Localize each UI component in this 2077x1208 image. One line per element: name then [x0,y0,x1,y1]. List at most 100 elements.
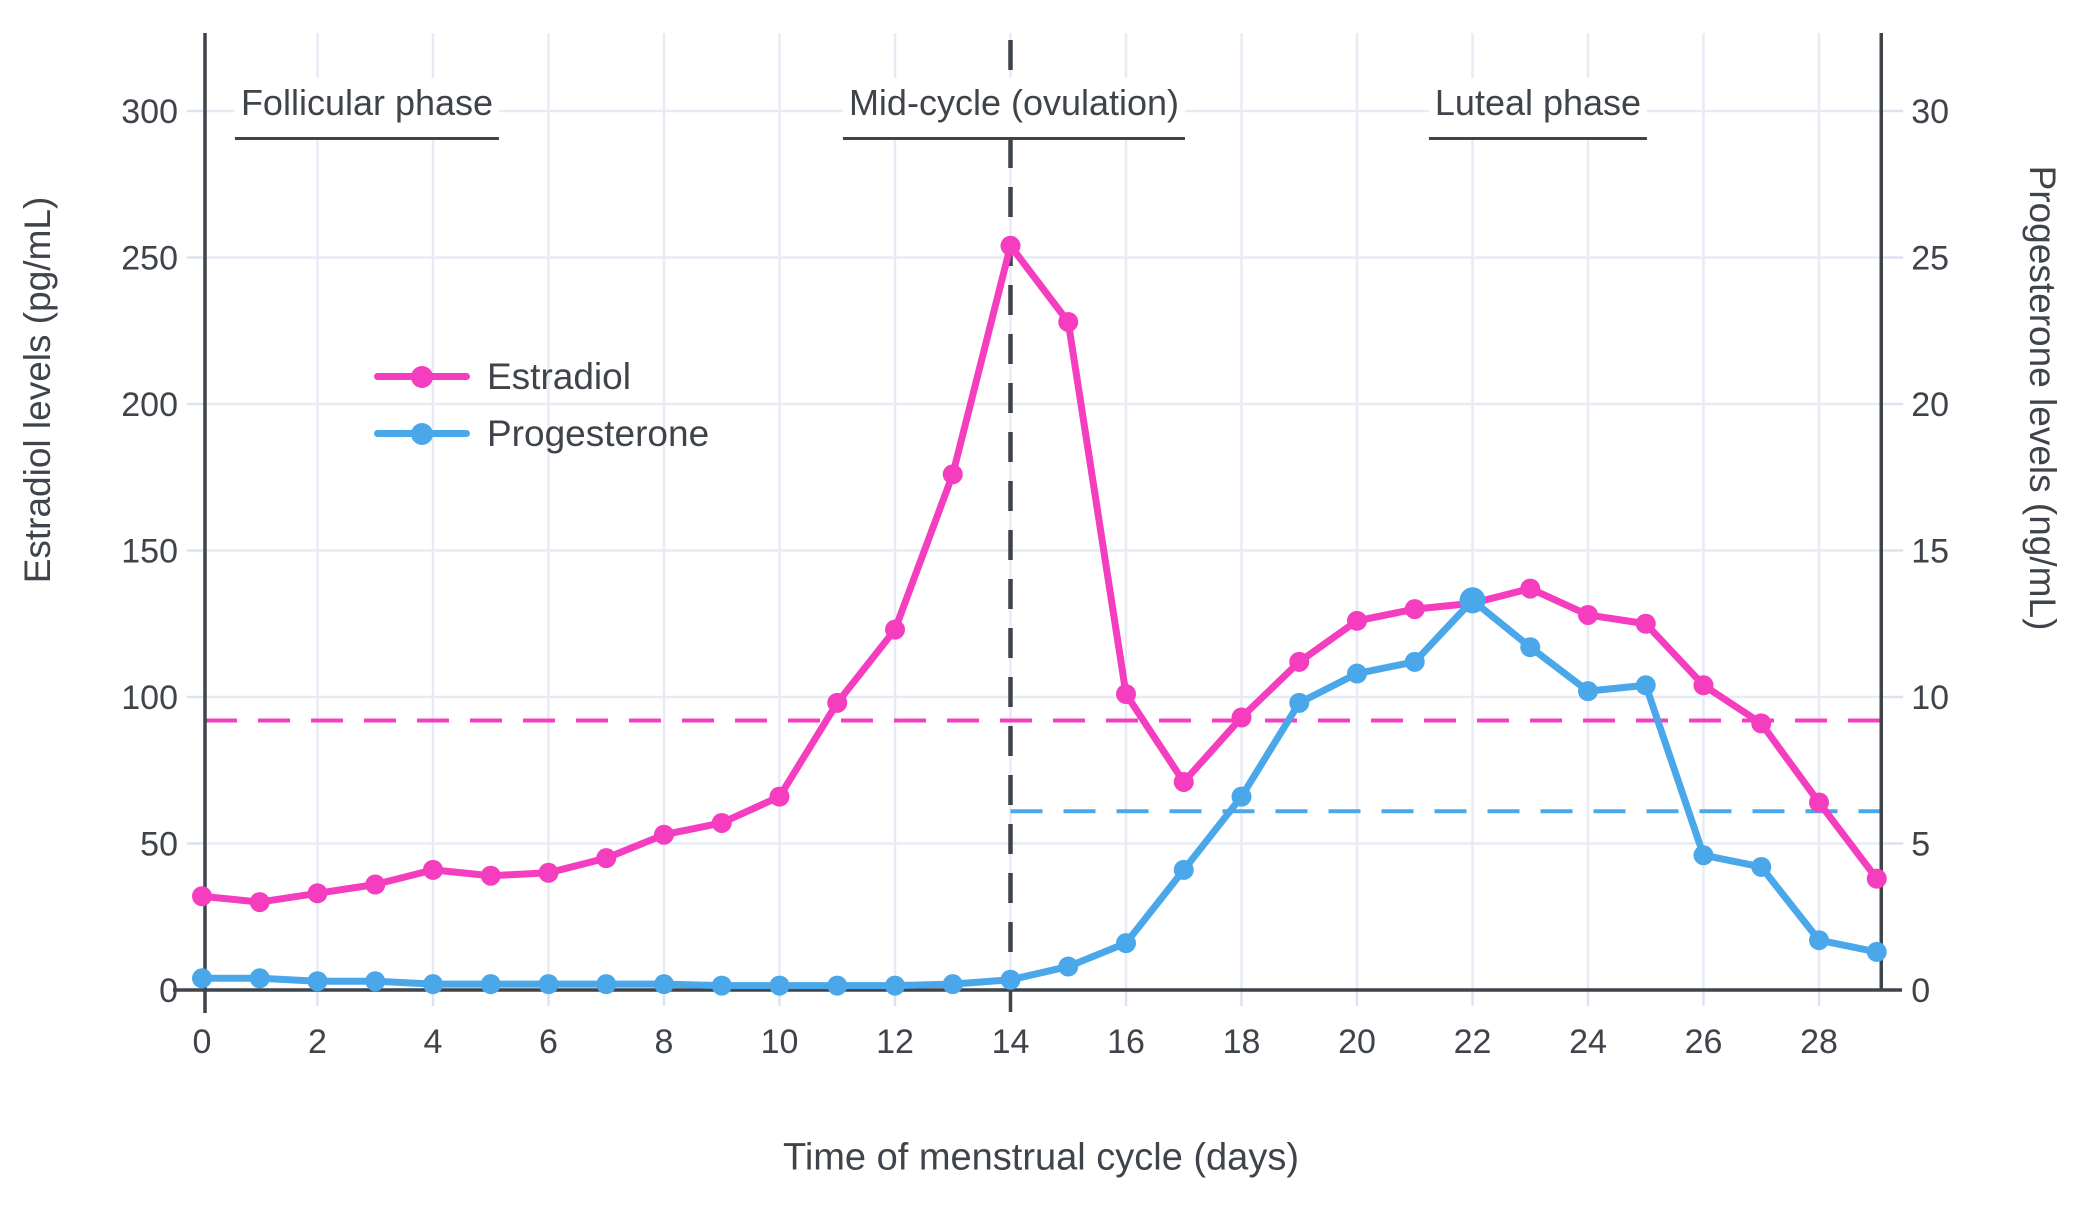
estradiol-point [1866,868,1887,889]
right-tick-label: 20 [1911,386,1949,424]
legend-item-estradiol: Estradiol [374,352,709,401]
progesterone-point [1693,845,1714,866]
estradiol-line-icon [374,365,470,388]
progesterone-point [538,974,559,995]
progesterone-point [1751,856,1772,877]
progesterone-point [1520,637,1541,658]
left-tick-label: 50 [140,826,178,864]
progesterone-line-icon [374,422,470,445]
estradiol-point [769,786,790,807]
progesterone-point [1116,933,1136,954]
progesterone-point [1809,930,1829,951]
progesterone-line [198,596,1881,990]
estradiol-point [1809,792,1829,813]
estradiol-point [538,862,559,883]
progesterone-point [1404,651,1425,672]
estradiol-point [942,464,963,485]
progesterone-point [1000,969,1021,990]
progesterone-point [1347,663,1367,684]
x-tick-label: 10 [761,1023,799,1061]
progesterone-point [192,968,212,989]
x-tick-label: 4 [424,1023,443,1061]
right-tick-label: 10 [1911,679,1949,717]
estradiol-point [365,874,386,895]
right-tick-label: 30 [1911,93,1949,131]
right-tick-label: 25 [1911,240,1949,278]
estradiol-point [654,824,674,845]
progesterone-point [480,974,501,995]
x-tick-label: 8 [655,1023,674,1061]
estradiol-point [1173,771,1194,792]
left-axis-title: Estradiol levels (pg/mL) [17,196,58,584]
left-tick-label: 100 [121,679,178,717]
estradiol-point [1116,684,1136,705]
x-tick-label: 0 [193,1023,212,1061]
right-axis-title: Progesterone levels (ng/mL) [2022,165,2063,631]
annotation-luteal-phase: Luteal phase [1428,78,1648,141]
estradiol-line [198,242,1881,906]
progesterone-point [1058,956,1079,977]
estradiol-point [711,812,732,833]
annotation-midcycle-ovulation: Mid-cycle (ovulation) [842,78,1186,141]
x-tick-label: 6 [539,1023,558,1061]
progesterone-point [1459,587,1486,614]
left-tick-label: 150 [121,533,178,571]
progesterone-point [1578,681,1598,702]
estradiol-point [423,859,443,880]
legend-item-progesterone: Progesterone [374,409,709,458]
right-tick-label: 15 [1911,533,1949,571]
x-tick-label: 24 [1569,1023,1607,1061]
estradiol-point [307,883,328,904]
x-tick-label: 2 [308,1023,327,1061]
estradiol-point [1635,613,1656,634]
left-tick-label: 200 [121,386,178,424]
legend: Estradiol Progesterone [374,352,709,466]
left-tick-label: 250 [121,240,178,278]
estradiol-dot-icon [411,365,433,388]
right-tick-label: 0 [1911,972,1930,1010]
estradiol-point [480,865,501,886]
estradiol-point [1578,604,1598,625]
x-tick-label: 28 [1800,1023,1838,1061]
progesterone-point [1231,786,1252,807]
estradiol-point [1520,578,1541,599]
x-tick-label: 26 [1685,1023,1723,1061]
progesterone-point [365,971,386,992]
progesterone-point [885,975,905,996]
progesterone-point [1173,859,1194,880]
estradiol-point [1231,707,1252,728]
x-tick-label: 20 [1338,1023,1376,1061]
estradiol-point [1751,713,1772,734]
estradiol-point [827,692,848,713]
progesterone-point [827,975,848,996]
progesterone-point [769,975,790,996]
x-tick-label: 16 [1107,1023,1145,1061]
left-tick-label: 300 [121,93,178,131]
progesterone-point [1866,941,1887,962]
progesterone-point [596,974,617,995]
progesterone-point [423,974,443,995]
estradiol-point [192,886,212,907]
legend-label-estradiol: Estradiol [487,356,631,397]
estradiol-point [1693,675,1714,696]
x-tick-label: 12 [876,1023,914,1061]
estradiol-point [249,892,270,913]
x-tick-label: 14 [992,1023,1030,1061]
estradiol-point [596,848,617,869]
left-tick-label: 0 [159,972,178,1010]
estradiol-point [885,619,905,640]
progesterone-point [1289,692,1310,713]
progesterone-point [711,975,732,996]
estradiol-point [1347,610,1367,631]
legend-label-progesterone: Progesterone [487,413,710,454]
x-tick-label: 18 [1223,1023,1261,1061]
x-tick-label: 22 [1454,1023,1492,1061]
progesterone-point [654,974,674,995]
progesterone-dot-icon [411,422,433,445]
progesterone-point [1635,675,1656,696]
progesterone-point [307,971,328,992]
right-tick-label: 5 [1911,826,1930,864]
estradiol-point [1058,311,1079,332]
